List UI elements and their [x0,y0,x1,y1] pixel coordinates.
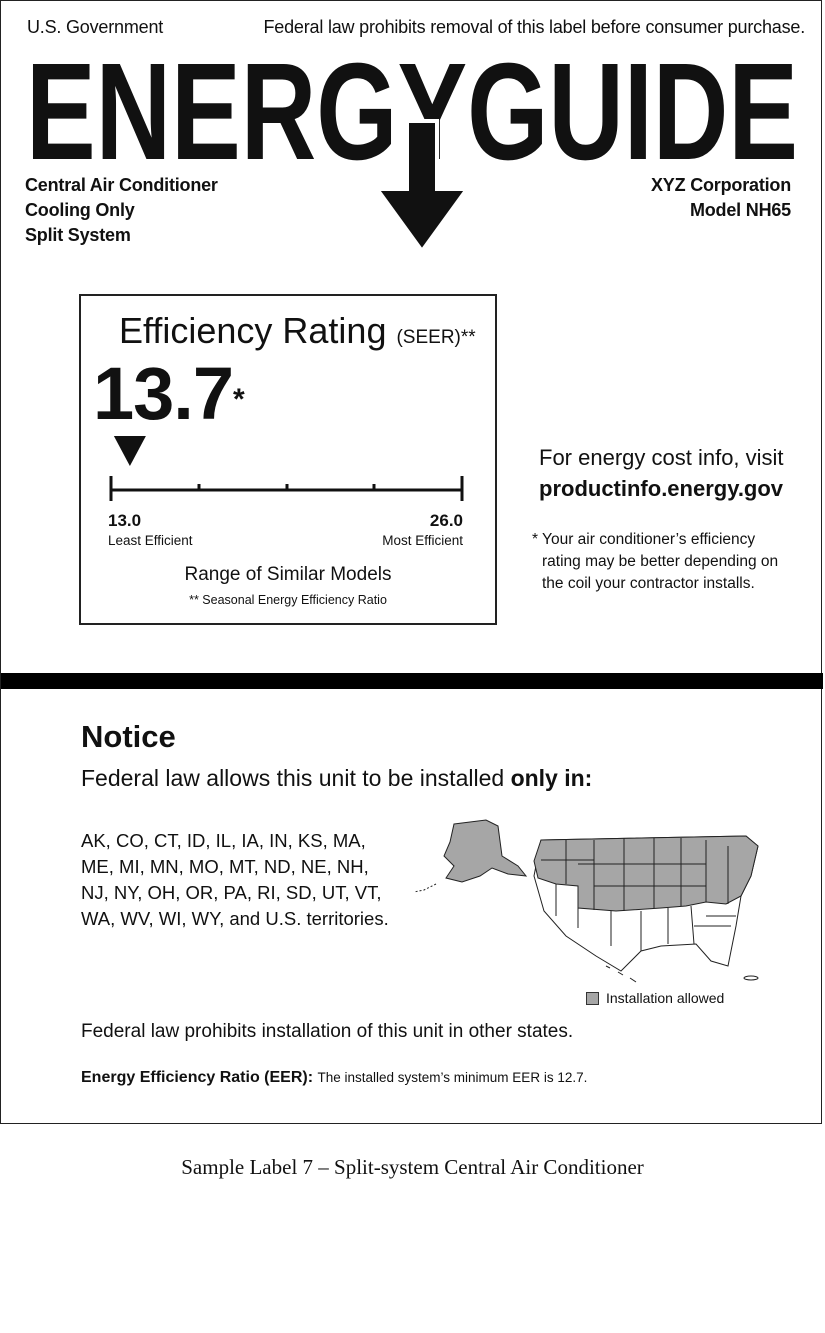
seer-suffix: (SEER)** [396,327,476,348]
footnote-line: rating may be better depending on [542,553,779,570]
efficiency-scale [109,436,464,501]
states-line: WA, WV, WI, WY, and U.S. territories. [81,908,389,929]
prohibit-statement: Federal law prohibits installation of th… [81,1021,574,1042]
energy-cost-info: For energy cost info, visit productinfo.… [539,442,784,504]
aleutian-islands [413,883,437,893]
product-type-line: Central Air Conditioner [25,175,218,195]
scale-min-value: 13.0 [108,511,142,530]
gov-label: U.S. Government [27,17,164,37]
removal-warning: Federal law prohibits removal of this la… [263,17,806,37]
product-type-line: Split System [25,225,131,245]
manufacturer-block: XYZ Corporation Model NH65 [651,173,791,223]
seer-rating: 13.7* [93,352,245,435]
allowed-region [533,835,759,912]
alaska-shape [443,819,528,883]
energyguide-logo: ENERGYGUIDE [26,35,798,255]
legend-label: Installation allowed [606,990,725,1006]
model-number: Model NH65 [689,200,791,220]
notice-subtitle: Federal law allows this unit to be insta… [81,765,592,792]
energy-cost-line: For energy cost info, visit [539,445,784,470]
eer-text: The installed system’s minimum EER is 12… [317,1070,588,1085]
legend-swatch [586,992,599,1005]
rating-pointer-icon [113,436,146,466]
hawaii-islands [605,965,637,983]
figure-caption: Sample Label 7 – Split-system Central Ai… [181,1155,644,1179]
scale-min-label: Least Efficient [108,533,193,548]
states-line: NJ, NY, OH, OR, PA, RI, SD, UT, VT, [81,882,382,903]
down-arrow-icon [373,119,471,255]
footnote-line: the coil your contractor installs. [542,575,755,592]
eer-statement: Energy Efficiency Ratio (EER): The insta… [81,1069,587,1087]
manufacturer-name: XYZ Corporation [651,175,791,195]
rating-asterisk: * [233,383,245,416]
states-line: AK, CO, CT, ID, IL, IA, IN, KS, MA, [81,830,366,851]
eer-label: Energy Efficiency Ratio (EER): [81,1069,314,1086]
seer-footnote: ** Seasonal Energy Efficiency Ratio [189,593,387,607]
efficiency-footnote: * Your air conditioner’s efficiency rati… [532,529,778,595]
product-type: Central Air Conditioner Cooling Only Spl… [25,173,218,248]
section-divider [1,673,823,689]
seer-rating-value: 13.7 [93,352,234,435]
efficiency-title: Efficiency Rating (SEER)** [119,310,476,352]
puerto-rico [743,975,759,981]
footnote-line: * Your air conditioner’s efficiency [532,531,756,548]
states-line: ME, MI, MN, MO, MT, ND, NE, NH, [81,856,369,877]
notice-subtitle-text: Federal law allows this unit to be insta… [81,765,511,791]
notice-title: Notice [81,719,176,754]
efficiency-rating-box: Efficiency Rating (SEER)** 13.7* 13.0 Le… [79,294,497,625]
notice-subtitle-bold: only in: [510,765,593,791]
range-label: Range of Similar Models [184,564,392,585]
states-list: AK, CO, CT, ID, IL, IA, IN, KS, MA, ME, … [81,828,389,932]
energyguide-label: U.S. Government Federal law prohibits re… [0,0,823,1124]
product-type-line: Cooling Only [25,200,135,220]
energy-cost-url: productinfo.energy.gov [539,476,784,501]
scale-max-label: Most Efficient [382,533,463,548]
scale-max-value: 26.0 [429,511,463,530]
efficiency-title-text: Efficiency Rating [119,310,387,351]
us-installation-map [413,819,759,983]
